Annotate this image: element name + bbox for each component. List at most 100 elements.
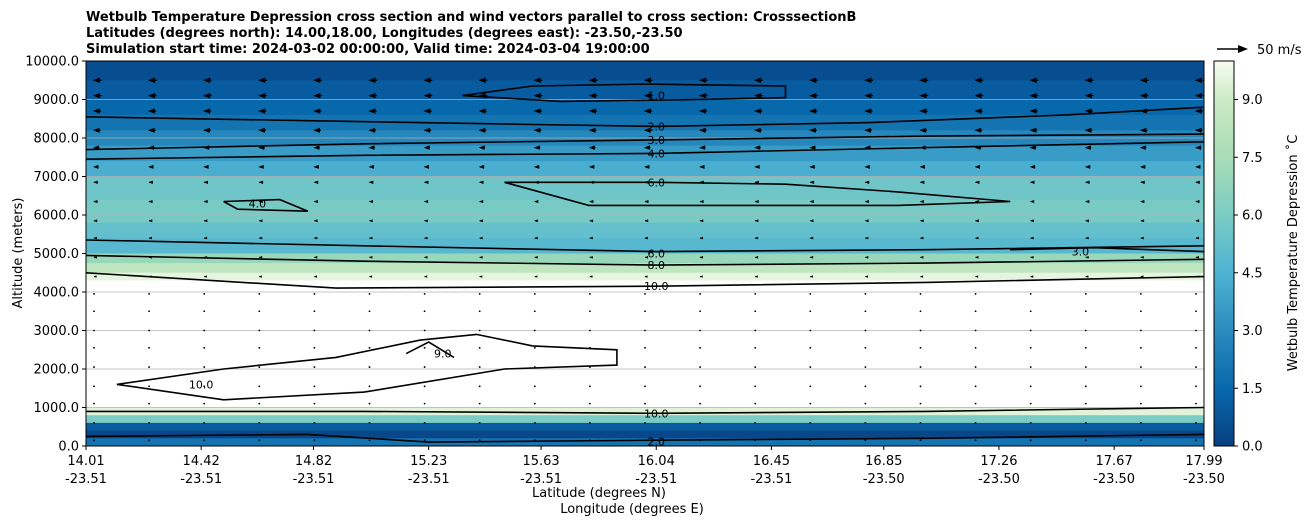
- wind-vector-head: [148, 145, 155, 150]
- wind-vector-head: [313, 236, 318, 240]
- wind-vector: [809, 439, 812, 442]
- contour-line-5: [223, 198, 309, 212]
- wind-vector-head: [1139, 108, 1147, 114]
- wind-vector-head: [1140, 219, 1145, 223]
- x-axis-label: Latitude (degrees N): [532, 486, 666, 501]
- wind-vector-head: [919, 108, 927, 114]
- wind-vector-head: [1195, 145, 1201, 150]
- wind-vector-head: [864, 164, 870, 169]
- wind-vector-head: [534, 199, 539, 204]
- wind-vector: [203, 366, 206, 368]
- wind-vector: [919, 439, 922, 442]
- wind-vector-head: [423, 127, 431, 133]
- wind-vector-head: [313, 180, 319, 184]
- wind-vector: [423, 329, 426, 332]
- wind-vector-head: [1084, 92, 1092, 99]
- wind-vector-head: [1029, 180, 1035, 184]
- wind-vector-head: [809, 164, 815, 169]
- wind-vector: [974, 329, 977, 332]
- wind-vector: [644, 385, 646, 388]
- wind-vector-head: [809, 275, 813, 278]
- x-tick-label-lon: -23.51: [520, 472, 562, 487]
- wind-vector: [313, 346, 316, 349]
- wind-vector: [589, 310, 591, 313]
- wind-vector-head: [313, 145, 320, 150]
- wind-vector-head: [533, 145, 540, 150]
- wind-vector: [589, 402, 591, 405]
- x-tick-label-lon: -23.51: [65, 472, 107, 487]
- wind-vector-head: [589, 219, 594, 223]
- contour-line-0: [462, 83, 787, 103]
- wind-vector: [203, 439, 206, 442]
- wind-vector-head: [1140, 180, 1145, 184]
- wind-vector: [423, 346, 426, 349]
- wind-vector-head: [1195, 180, 1200, 184]
- wind-vector-head: [478, 108, 486, 114]
- contour-label: 3.0: [647, 134, 665, 147]
- wind-vector-head: [93, 164, 99, 169]
- wind-vector-head: [258, 164, 264, 169]
- wind-vector-head: [1195, 164, 1201, 169]
- wind-vector-head: [1195, 236, 1199, 240]
- contour-label: 10.0: [644, 280, 669, 293]
- wind-vector: [754, 402, 757, 405]
- x-tick-label-lon: -23.51: [750, 472, 792, 487]
- wind-vector-head: [203, 164, 209, 169]
- wind-vector: [1084, 402, 1087, 405]
- wind-vector-head: [1030, 199, 1035, 204]
- y-tick-label: 9000.0: [34, 93, 80, 108]
- wind-vector: [754, 439, 757, 442]
- wind-vector: [368, 385, 371, 388]
- wind-vector-head: [589, 236, 593, 240]
- wind-vector-head: [974, 219, 979, 223]
- wind-vector-head: [93, 236, 97, 240]
- wind-vector: [478, 366, 481, 368]
- wind-vector-head: [423, 92, 431, 99]
- wind-vector: [699, 385, 701, 388]
- x-tick-label-lat: 15.63: [522, 454, 559, 469]
- wind-vector: [1029, 310, 1032, 313]
- wind-vector: [1195, 422, 1197, 424]
- wind-vector-head: [1030, 275, 1034, 278]
- wind-vector: [148, 402, 151, 405]
- wind-vector-head: [368, 275, 373, 278]
- x-tick-label-lat: 16.85: [865, 454, 902, 469]
- filled-layer-18: [86, 430, 1204, 439]
- quiver-key-label: 50 m/s: [1257, 43, 1302, 58]
- wind-vector-head: [1084, 77, 1092, 83]
- x-tick-label-lon: -23.51: [635, 472, 677, 487]
- wind-vector: [533, 366, 536, 368]
- wind-vector: [313, 366, 316, 368]
- wind-vector: [368, 366, 371, 368]
- wind-vector-head: [1029, 77, 1037, 83]
- wind-vector-head: [864, 199, 869, 204]
- wind-vector-head: [643, 77, 651, 83]
- wind-vector-head: [533, 108, 541, 114]
- y-tick-label: 2000.0: [34, 363, 80, 378]
- contour-line-12: [86, 406, 1204, 415]
- y-tick-label: 3000.0: [34, 324, 80, 339]
- wind-vector-head: [203, 180, 208, 184]
- wind-vector-head: [147, 108, 155, 114]
- wind-vector-head: [92, 77, 100, 83]
- wind-vector-head: [919, 180, 925, 184]
- x-tick-label-lon: -23.50: [1183, 472, 1225, 487]
- contour-label: 10.0: [644, 407, 669, 420]
- y-tick-label: 7000.0: [34, 170, 80, 185]
- wind-vector-head: [478, 180, 484, 184]
- wind-vector: [1140, 366, 1142, 368]
- wind-vector: [864, 439, 867, 442]
- wind-vector: [478, 439, 481, 442]
- wind-vector: [754, 329, 757, 332]
- wind-vector: [809, 329, 812, 332]
- wind-vector-head: [864, 219, 869, 223]
- wind-vector: [93, 366, 95, 368]
- wind-vector: [754, 346, 757, 349]
- wind-vector-head: [919, 164, 925, 169]
- contour-line-11: [405, 341, 455, 359]
- wind-vector-head: [1195, 256, 1199, 259]
- wind-vector-head: [1029, 127, 1037, 133]
- filled-layer-11: [86, 253, 1204, 264]
- wind-vector: [1084, 422, 1087, 424]
- wind-vector-head: [148, 275, 152, 278]
